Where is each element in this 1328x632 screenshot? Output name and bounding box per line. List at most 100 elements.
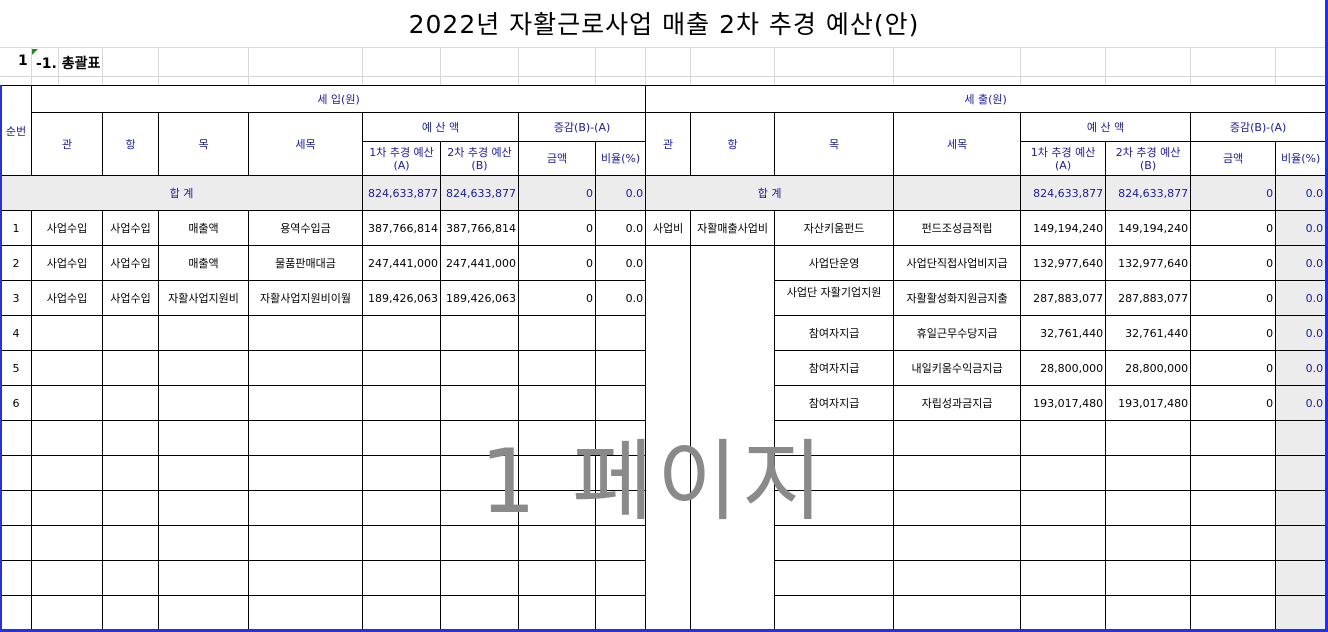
cell[interactable] [248, 350, 363, 386]
cell[interactable]: 사업수입 [31, 245, 103, 281]
cell[interactable]: 펀드조성금적립 [893, 210, 1022, 246]
cell[interactable]: 사업비 [645, 210, 692, 246]
cell[interactable] [158, 525, 249, 561]
cell[interactable] [518, 525, 596, 561]
cell[interactable] [645, 420, 692, 456]
cell[interactable]: 0.0 [1275, 175, 1327, 211]
cell[interactable] [31, 490, 103, 526]
header-ratio[interactable]: 비율(%) [1275, 141, 1327, 176]
cell[interactable] [645, 315, 692, 351]
cell[interactable]: 사업단운영 [774, 245, 895, 281]
section-number[interactable]: 1 [18, 53, 28, 69]
cell[interactable] [645, 560, 692, 596]
cell[interactable]: 사업수입 [102, 210, 159, 246]
cell[interactable]: 사업수입 [31, 210, 103, 246]
cell[interactable]: 189,426,063 [362, 280, 441, 316]
cell[interactable] [1020, 525, 1107, 561]
cell[interactable] [1105, 490, 1192, 526]
cell[interactable] [774, 455, 895, 491]
cell[interactable] [594, 315, 647, 351]
cell[interactable]: 1 [0, 210, 32, 246]
cell[interactable]: 132,977,640 [1020, 245, 1107, 281]
cell[interactable] [102, 525, 159, 561]
cell[interactable] [518, 385, 596, 421]
cell[interactable] [1190, 455, 1277, 491]
cell[interactable] [102, 385, 159, 421]
cell[interactable]: 물품판매대금 [248, 245, 363, 281]
cell[interactable]: 0.0 [1275, 315, 1327, 351]
cell[interactable] [440, 560, 519, 596]
cell[interactable] [440, 455, 519, 491]
cell[interactable] [645, 455, 692, 491]
cell[interactable]: 32,761,440 [1105, 315, 1192, 351]
cell[interactable]: 0.0 [594, 280, 647, 316]
cell[interactable]: 참여자지급 [774, 350, 895, 386]
cell[interactable]: 0.0 [594, 245, 647, 281]
cell[interactable] [1105, 455, 1192, 491]
cell[interactable] [248, 595, 363, 631]
cell[interactable] [518, 490, 596, 526]
cell[interactable]: 132,977,640 [1105, 245, 1192, 281]
cell[interactable] [31, 315, 103, 351]
cell[interactable]: 참여자지급 [774, 385, 895, 421]
cell[interactable]: 32,761,440 [1020, 315, 1107, 351]
cell[interactable] [102, 490, 159, 526]
cell[interactable] [594, 385, 647, 421]
cell[interactable] [158, 315, 249, 351]
cell[interactable] [1275, 560, 1327, 596]
cell[interactable]: 0 [518, 280, 596, 316]
cell[interactable]: 자활활성화지원금지출 [893, 280, 1022, 316]
cell[interactable] [594, 455, 647, 491]
cell[interactable]: 0 [518, 210, 596, 246]
header-gwan[interactable]: 관 [31, 112, 103, 176]
cell[interactable] [158, 350, 249, 386]
cell[interactable] [362, 595, 441, 631]
cell[interactable] [690, 490, 776, 526]
cell[interactable]: 189,426,063 [440, 280, 519, 316]
cell[interactable] [774, 420, 895, 456]
cell[interactable] [594, 350, 647, 386]
cell[interactable] [440, 490, 519, 526]
cell[interactable] [102, 315, 159, 351]
cell[interactable] [690, 350, 776, 386]
cell[interactable] [31, 350, 103, 386]
cell[interactable] [31, 420, 103, 456]
page-break-line[interactable] [0, 629, 1328, 632]
cell[interactable] [690, 420, 776, 456]
cell[interactable] [893, 420, 1022, 456]
cell[interactable] [102, 350, 159, 386]
cell[interactable] [248, 560, 363, 596]
cell[interactable] [645, 525, 692, 561]
cell[interactable] [1105, 595, 1192, 631]
cell[interactable] [1275, 525, 1327, 561]
header-hang[interactable]: 항 [690, 112, 776, 176]
cell[interactable]: 매출액 [158, 245, 249, 281]
cell[interactable] [440, 385, 519, 421]
cell[interactable]: 자립성과금지급 [893, 385, 1022, 421]
cell[interactable]: 0 [1190, 175, 1277, 211]
cell[interactable]: 용역수입금 [248, 210, 363, 246]
cell[interactable] [690, 315, 776, 351]
cell[interactable] [1275, 490, 1327, 526]
cell[interactable] [102, 455, 159, 491]
cell[interactable]: 0 [518, 175, 596, 211]
cell[interactable] [690, 595, 776, 631]
cell[interactable]: 휴일근무수당지급 [893, 315, 1022, 351]
cell[interactable] [1275, 420, 1327, 456]
cell[interactable] [362, 525, 441, 561]
cell[interactable] [362, 350, 441, 386]
cell[interactable] [594, 560, 647, 596]
cell[interactable]: 0.0 [594, 175, 647, 211]
page-break-line[interactable] [0, 85, 2, 632]
cell[interactable]: 824,633,877 [440, 175, 519, 211]
cell[interactable]: 149,194,240 [1020, 210, 1107, 246]
cell[interactable]: 사업수입 [102, 280, 159, 316]
cell[interactable] [690, 525, 776, 561]
cell[interactable]: 287,883,077 [1105, 280, 1192, 316]
cell[interactable] [1020, 490, 1107, 526]
cell[interactable] [362, 420, 441, 456]
cell[interactable]: 자활매출사업비 [690, 210, 776, 246]
cell[interactable] [893, 490, 1022, 526]
cell[interactable]: 149,194,240 [1105, 210, 1192, 246]
cell[interactable] [31, 560, 103, 596]
